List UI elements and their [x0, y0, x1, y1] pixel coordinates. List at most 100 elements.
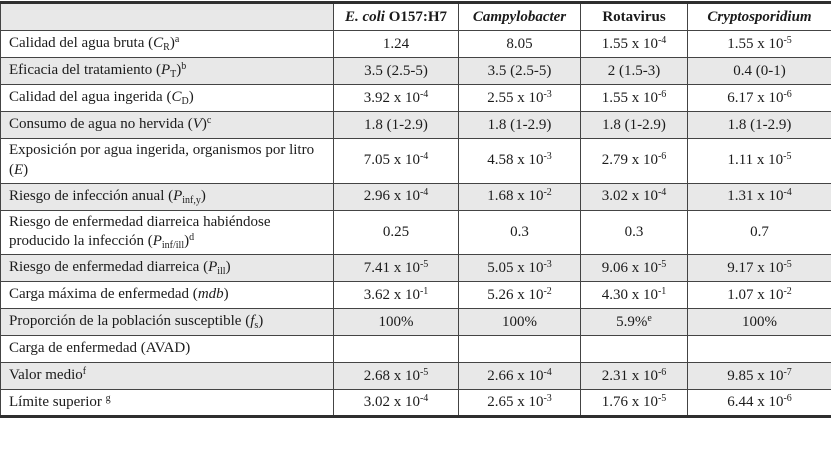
cell-value: 1.55 x 10-4: [581, 31, 688, 58]
row-label: Riesgo de infección anual (Pinf,y): [1, 183, 334, 210]
cell-value: 100%: [459, 309, 581, 336]
styled-text: V: [193, 116, 202, 132]
row-label: Exposición por agua ingerida, organismos…: [1, 139, 334, 184]
superscript: -4: [420, 393, 428, 404]
superscript: -6: [658, 89, 666, 100]
row-label: Proporción de la población susceptible (…: [1, 309, 334, 336]
cell-value: 2.79 x 10-6: [581, 139, 688, 184]
superscript: d: [189, 232, 194, 243]
cell-value: 3.62 x 10-1: [334, 282, 459, 309]
cell-value: 5.26 x 10-2: [459, 282, 581, 309]
row-label: Valor mediof: [1, 363, 334, 390]
styled-text: E: [14, 162, 23, 178]
cell-value: 1.8 (1-2.9): [581, 112, 688, 139]
superscript: -5: [420, 367, 428, 378]
superscript: e: [647, 313, 651, 324]
cell-value: 9.85 x 10-7: [688, 363, 831, 390]
pathogen-risk-table: E. coli O157:H7 Campylobacter Rotavirus …: [0, 1, 831, 418]
superscript: -4: [658, 187, 666, 198]
cell-value: 1.76 x 10-5: [581, 390, 688, 417]
superscript: -6: [658, 151, 666, 162]
superscript: -1: [658, 286, 666, 297]
cell-value: [581, 336, 688, 363]
cell-value: 4.30 x 10-1: [581, 282, 688, 309]
cell-value: 3.02 x 10-4: [581, 183, 688, 210]
cell-value: 8.05: [459, 31, 581, 58]
superscript: a: [175, 34, 179, 45]
styled-text: Campylobacter: [473, 9, 566, 25]
table-row: Carga máxima de enfermedad (mdb)3.62 x 1…: [1, 282, 831, 309]
cell-value: 1.31 x 10-4: [688, 183, 831, 210]
cell-value: 4.58 x 10-3: [459, 139, 581, 184]
styled-text: C: [171, 89, 181, 105]
superscript: -4: [783, 187, 791, 198]
subscript: ill: [217, 266, 225, 277]
table-row: Exposición por agua ingerida, organismos…: [1, 139, 831, 184]
cell-value: 9.17 x 10-5: [688, 255, 831, 282]
cell-value: 1.55 x 10-6: [581, 85, 688, 112]
cell-value: 1.07 x 10-2: [688, 282, 831, 309]
superscript: -5: [658, 259, 666, 270]
superscript: -3: [543, 393, 551, 404]
superscript: -4: [420, 187, 428, 198]
superscript: -5: [783, 151, 791, 162]
cell-value: 3.02 x 10-4: [334, 390, 459, 417]
cell-value: 3.92 x 10-4: [334, 85, 459, 112]
cell-value: 0.4 (0-1): [688, 58, 831, 85]
cell-value: 6.17 x 10-6: [688, 85, 831, 112]
superscript: g: [106, 393, 111, 404]
header-col-campylobacter: Campylobacter: [459, 3, 581, 31]
cell-value: 2.55 x 10-3: [459, 85, 581, 112]
superscript: -5: [658, 393, 666, 404]
table-row: Riesgo de enfermedad diarreica habiéndos…: [1, 210, 831, 255]
cell-value: 2 (1.5-3): [581, 58, 688, 85]
cell-value: 1.68 x 10-2: [459, 183, 581, 210]
cell-value: 1.24: [334, 31, 459, 58]
cell-value: 9.06 x 10-5: [581, 255, 688, 282]
superscript: -5: [420, 259, 428, 270]
table-row: Riesgo de enfermedad diarreica (Pill)7.4…: [1, 255, 831, 282]
superscript: f: [83, 366, 86, 377]
cell-value: 0.7: [688, 210, 831, 255]
subscript: inf/ill: [162, 240, 184, 251]
cell-value: 5.05 x 10-3: [459, 255, 581, 282]
superscript: c: [207, 115, 211, 126]
styled-text: P: [173, 188, 182, 204]
cell-value: [334, 336, 459, 363]
subscript: s: [254, 320, 258, 331]
styled-text: P: [161, 62, 170, 78]
subscript: inf,y: [182, 195, 201, 206]
cell-value: 2.65 x 10-3: [459, 390, 581, 417]
header-empty-cell: [1, 3, 334, 31]
cell-value: 1.11 x 10-5: [688, 139, 831, 184]
superscript: -4: [658, 35, 666, 46]
cell-value: 3.5 (2.5-5): [334, 58, 459, 85]
cell-value: 2.31 x 10-6: [581, 363, 688, 390]
superscript: -6: [783, 89, 791, 100]
superscript: -6: [783, 393, 791, 404]
styled-text: O157:H7: [385, 9, 447, 25]
cell-value: 100%: [688, 309, 831, 336]
superscript: -1: [420, 286, 428, 297]
styled-text: P: [208, 259, 217, 275]
table-row: Carga de enfermedad (AVAD): [1, 336, 831, 363]
table-row: Calidad del agua ingerida (CD)3.92 x 10-…: [1, 85, 831, 112]
cell-value: 6.44 x 10-6: [688, 390, 831, 417]
superscript: -2: [543, 187, 551, 198]
header-col-ecoli: E. coli O157:H7: [334, 3, 459, 31]
row-label: Límite superior g: [1, 390, 334, 417]
table-row: Riesgo de infección anual (Pinf,y)2.96 x…: [1, 183, 831, 210]
table-row: Proporción de la población susceptible (…: [1, 309, 831, 336]
cell-value: 2.68 x 10-5: [334, 363, 459, 390]
row-label: Calidad del agua bruta (CR)a: [1, 31, 334, 58]
superscript: -2: [543, 286, 551, 297]
row-label: Carga de enfermedad (AVAD): [1, 336, 334, 363]
table-header: E. coli O157:H7 Campylobacter Rotavirus …: [1, 3, 831, 31]
cell-value: 1.55 x 10-5: [688, 31, 831, 58]
styled-text: C: [153, 35, 163, 51]
